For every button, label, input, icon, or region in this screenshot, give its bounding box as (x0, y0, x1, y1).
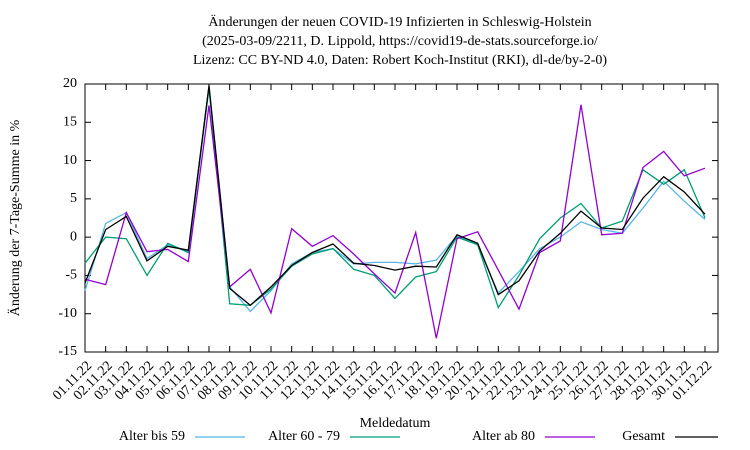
legend-label: Gesamt (622, 429, 665, 444)
plot-frame (84, 83, 719, 353)
data-line (84, 85, 706, 307)
x-axis-label: Meldedatum (360, 416, 431, 431)
y-tick-label: -15 (58, 344, 77, 359)
y-tick-label: 5 (70, 191, 77, 206)
y-tick-label: -5 (65, 268, 77, 283)
y-tick-label: 15 (63, 115, 77, 130)
y-tick-label: 10 (63, 153, 77, 168)
chart-subtitle: (2025-03-09/2211, D. Lippold, https://co… (202, 34, 598, 49)
y-tick-label: 20 (63, 76, 77, 91)
y-axis-label: Änderung der 7-Tage-Summe in % (6, 119, 23, 316)
legend-label: Alter bis 59 (119, 429, 185, 444)
chart-subtitle: Lizenz: CC BY-ND 4.0, Daten: Robert Koch… (193, 53, 607, 68)
chart-title: Änderungen der neuen COVID-19 Infizierte… (208, 13, 591, 30)
data-line (84, 87, 706, 310)
y-tick-label: 0 (70, 229, 77, 244)
data-line (84, 87, 706, 313)
data-line (84, 104, 706, 339)
y-tick-label: -10 (58, 306, 77, 321)
legend-label: Alter 60 - 79 (268, 429, 340, 444)
legend-label: Alter ab 80 (472, 429, 535, 444)
